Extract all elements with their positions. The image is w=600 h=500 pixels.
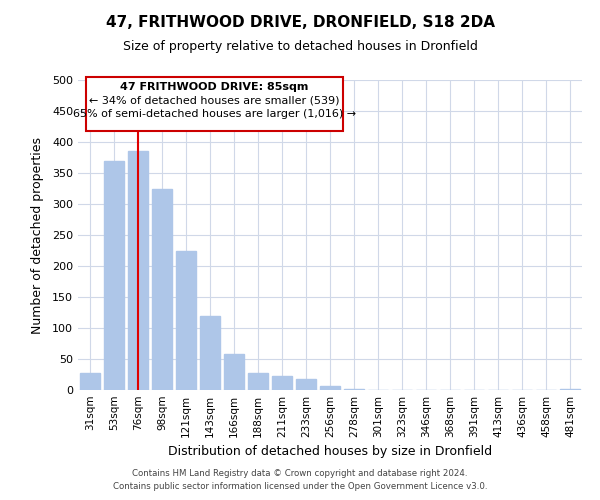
Text: Contains HM Land Registry data © Crown copyright and database right 2024.: Contains HM Land Registry data © Crown c… <box>132 468 468 477</box>
Bar <box>80 374 100 390</box>
Bar <box>296 380 316 390</box>
Bar <box>248 374 268 390</box>
Text: 47, FRITHWOOD DRIVE, DRONFIELD, S18 2DA: 47, FRITHWOOD DRIVE, DRONFIELD, S18 2DA <box>106 15 494 30</box>
Text: 47 FRITHWOOD DRIVE: 85sqm: 47 FRITHWOOD DRIVE: 85sqm <box>120 82 308 92</box>
X-axis label: Distribution of detached houses by size in Dronfield: Distribution of detached houses by size … <box>168 446 492 458</box>
Bar <box>200 316 220 390</box>
Bar <box>560 389 580 390</box>
Text: 65% of semi-detached houses are larger (1,016) →: 65% of semi-detached houses are larger (… <box>73 109 356 119</box>
Bar <box>152 188 172 390</box>
Y-axis label: Number of detached properties: Number of detached properties <box>31 136 44 334</box>
Bar <box>128 152 148 390</box>
Text: Contains public sector information licensed under the Open Government Licence v3: Contains public sector information licen… <box>113 482 487 491</box>
Bar <box>272 376 292 390</box>
Bar <box>176 250 196 390</box>
Text: Size of property relative to detached houses in Dronfield: Size of property relative to detached ho… <box>122 40 478 53</box>
Bar <box>104 160 124 390</box>
FancyBboxPatch shape <box>86 77 343 131</box>
Text: ← 34% of detached houses are smaller (539): ← 34% of detached houses are smaller (53… <box>89 96 340 106</box>
Bar <box>320 386 340 390</box>
Bar <box>224 354 244 390</box>
